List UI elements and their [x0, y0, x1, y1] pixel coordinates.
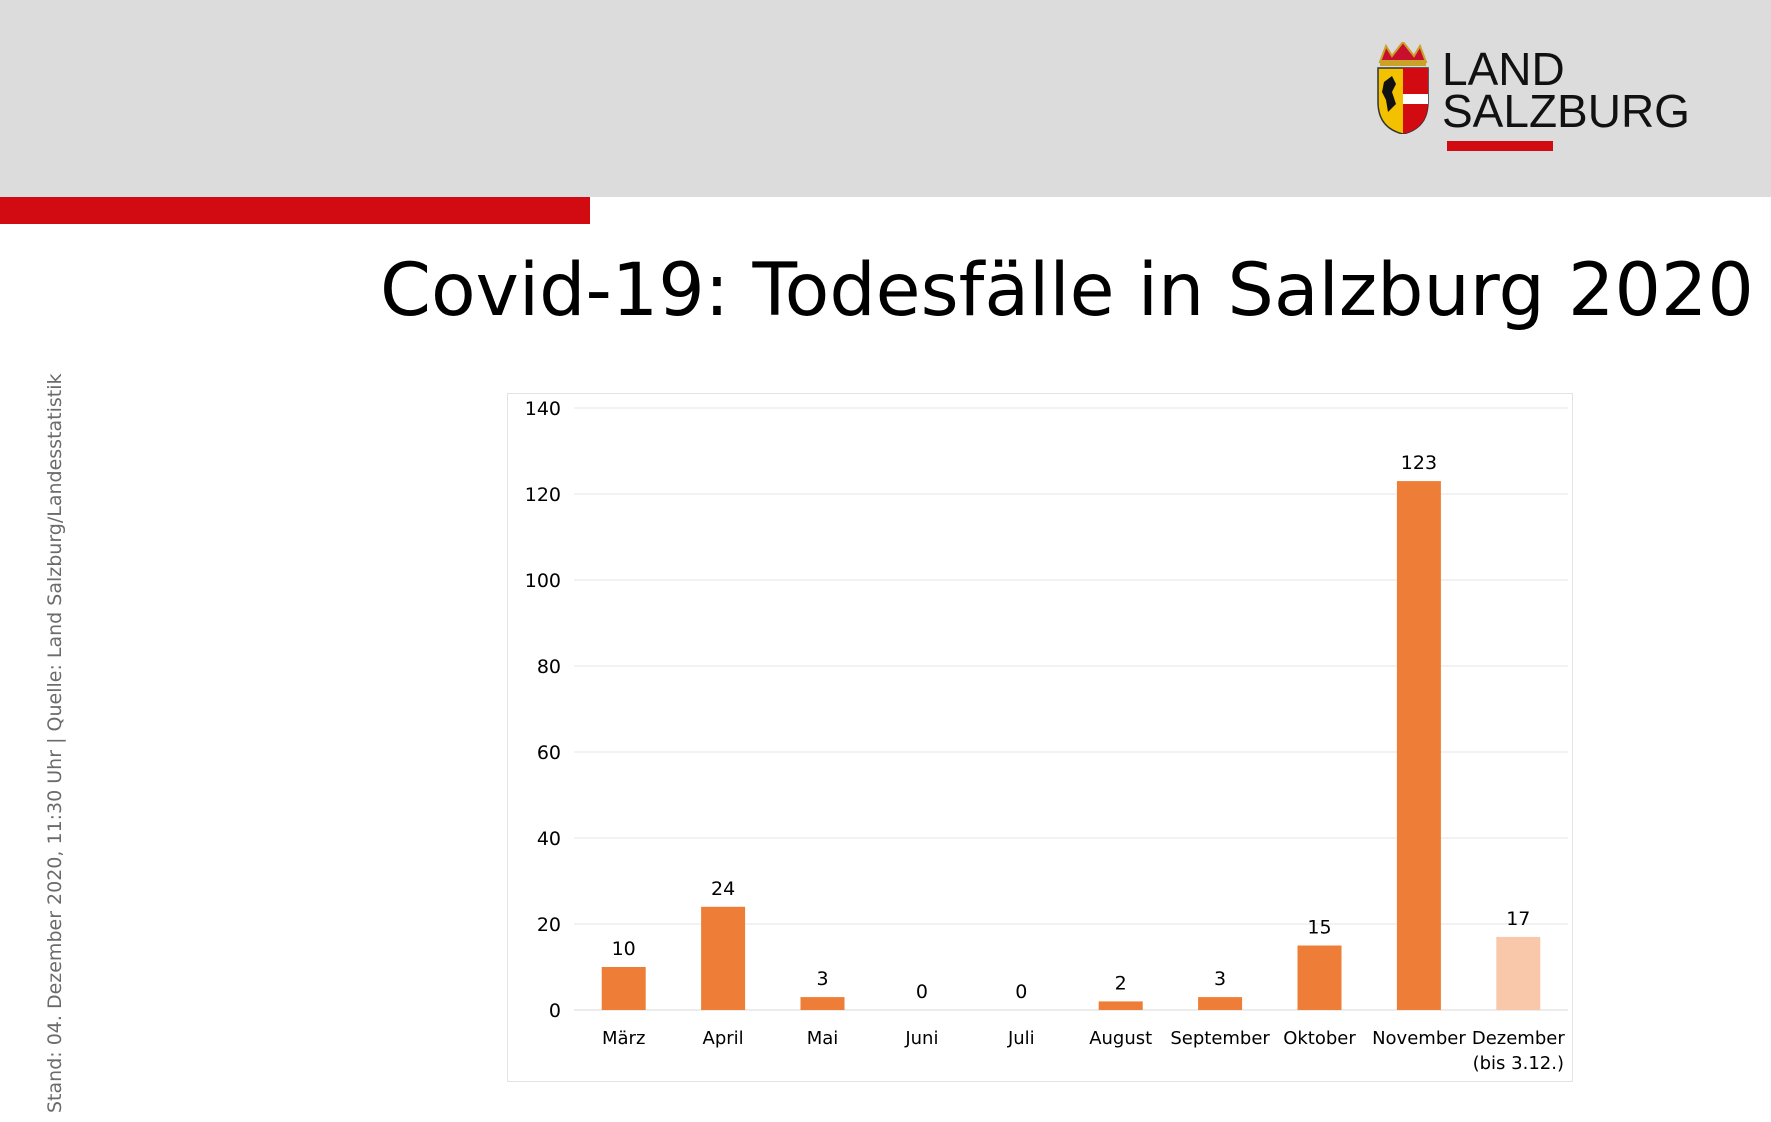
y-tick-label: 0	[549, 1000, 561, 1022]
x-tick-sublabel: (bis 3.12.)	[1473, 1053, 1564, 1074]
logo-line1: LAND	[1442, 43, 1565, 95]
x-tick-label: Juli	[1007, 1028, 1035, 1049]
x-tick-label: Dezember	[1472, 1028, 1565, 1049]
bar-chart: 02040608010012014010März24April3Mai0Juni…	[525, 398, 1568, 1074]
chart-frame: 0 20 40 60 80 100 120 140 10 März 24 April 3 Mai 0 Juni…	[507, 393, 1573, 1082]
data-label: 24	[711, 878, 735, 900]
y-tick-label: 120	[525, 484, 561, 506]
y-tick-label: 20	[537, 914, 561, 936]
x-tick-label: Juni	[904, 1028, 938, 1049]
data-label: 123	[1401, 452, 1437, 474]
y-tick-label: 100	[525, 570, 561, 592]
bar	[1396, 481, 1441, 1011]
data-label: 0	[1015, 981, 1027, 1003]
data-label: 10	[612, 938, 636, 960]
logo-underline	[1447, 141, 1553, 151]
data-label: 3	[816, 968, 828, 990]
x-tick-label: September	[1170, 1028, 1270, 1049]
data-label: 17	[1506, 908, 1530, 930]
data-label: 0	[916, 981, 928, 1003]
data-label: 3	[1214, 968, 1226, 990]
bar	[800, 997, 845, 1010]
source-note: Stand: 04. Dezember 2020, 11:30 Uhr | Qu…	[44, 373, 66, 1113]
x-tick-label: August	[1089, 1028, 1152, 1049]
land-salzburg-logo: LAND SALZBURG	[1372, 42, 1690, 162]
bar	[1496, 936, 1541, 1010]
bar	[1198, 997, 1243, 1010]
bar	[701, 906, 746, 1010]
coat-of-arms-icon	[1377, 42, 1429, 134]
y-tick-label: 80	[537, 656, 561, 678]
x-tick-label: März	[602, 1028, 645, 1049]
page-title: Covid-19: Todesfälle in Salzburg 2020	[380, 248, 1754, 333]
header-accent-bar	[0, 197, 590, 224]
x-tick-label: Mai	[807, 1028, 839, 1049]
data-label: 15	[1307, 917, 1331, 939]
y-tick-label: 60	[537, 742, 561, 764]
logo-line2: SALZBURG	[1442, 85, 1690, 137]
x-tick-label: Oktober	[1283, 1028, 1356, 1049]
data-label: 2	[1115, 972, 1127, 994]
bar	[1098, 1001, 1143, 1010]
y-tick-label: 40	[537, 828, 561, 850]
logo-wordmark: LAND SALZBURG	[1442, 43, 1690, 137]
bar	[601, 967, 646, 1010]
x-tick-label: November	[1372, 1028, 1466, 1049]
x-tick-label: April	[703, 1028, 744, 1049]
header-band	[0, 0, 1771, 197]
y-tick-label: 140	[525, 398, 561, 420]
bar	[1297, 945, 1342, 1010]
